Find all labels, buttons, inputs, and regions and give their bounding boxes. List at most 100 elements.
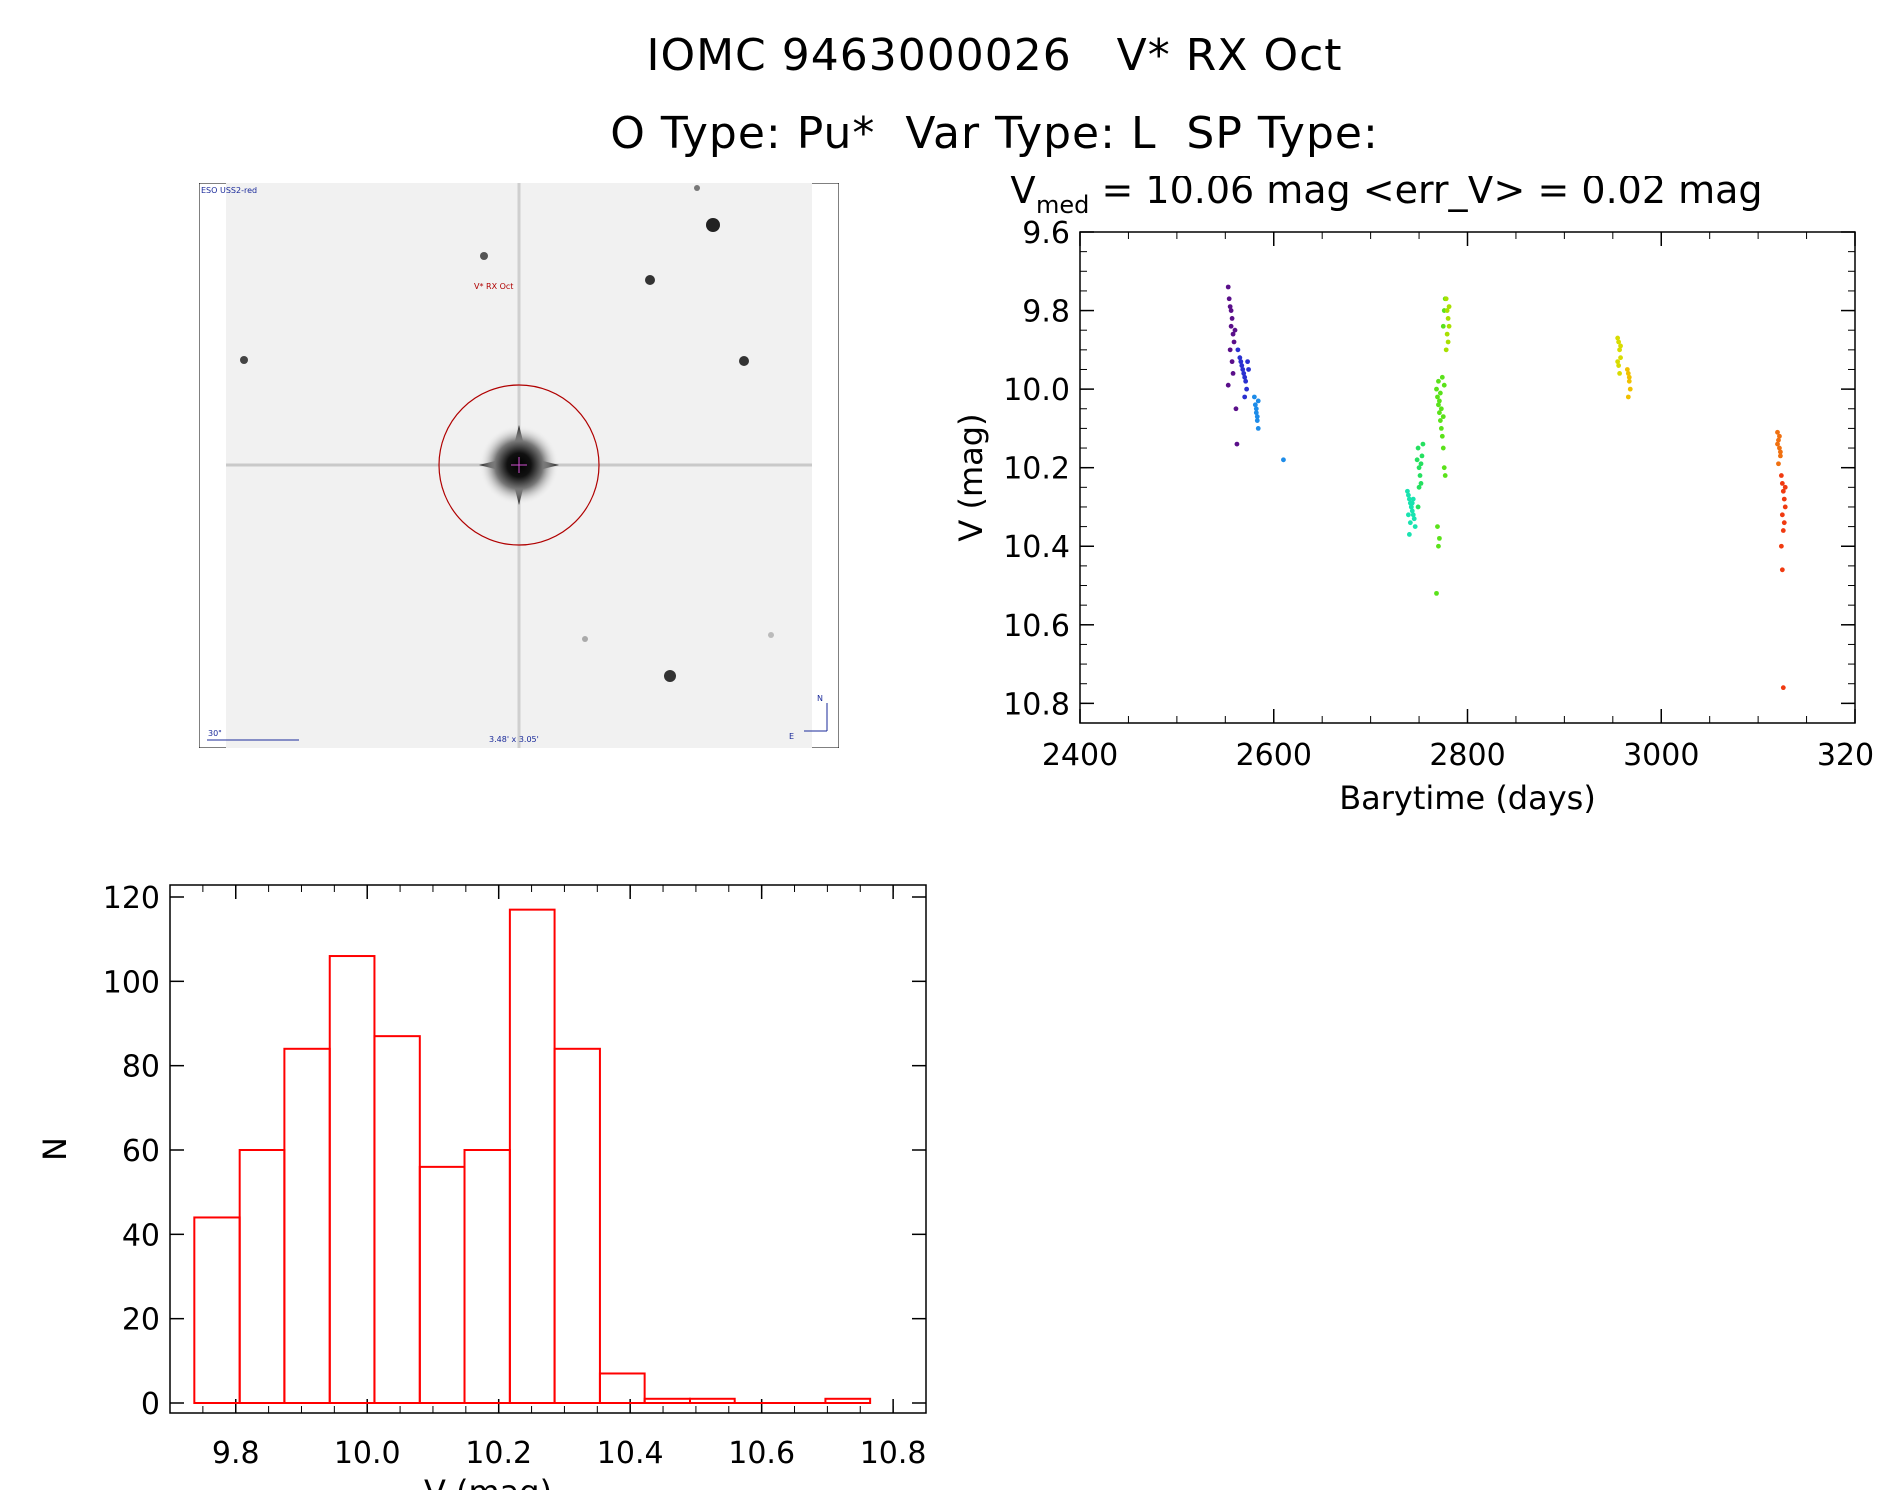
data-point (1241, 371, 1247, 376)
data-point (1775, 429, 1780, 435)
data-point (1437, 535, 1442, 541)
y-tick-label: 20 (122, 1303, 160, 1338)
field-star (645, 275, 655, 285)
data-point (1439, 433, 1445, 439)
data-point (1253, 406, 1259, 412)
data-point (1238, 359, 1244, 365)
data-point (1778, 543, 1784, 549)
data-point (1227, 347, 1233, 353)
data-point (1436, 543, 1441, 549)
data-point (1227, 304, 1233, 310)
light-curve-chart: Vmed = 10.06 mag <err_V> = 0.02 mag 2400… (952, 176, 1875, 817)
chart-title-object: IOMC 9463000026 V* RX Oct (646, 30, 1343, 81)
field-star (739, 356, 749, 366)
data-point (1445, 339, 1451, 345)
data-point (1243, 378, 1249, 384)
data-point (1414, 457, 1420, 463)
histogram-bar (283, 1047, 331, 1405)
data-point (1254, 418, 1260, 423)
data-point (1617, 371, 1622, 376)
y-tick-label: 9.8 (1022, 295, 1070, 330)
data-point (1441, 465, 1447, 471)
y-tick-label: 40 (122, 1218, 160, 1253)
field-star (582, 636, 588, 642)
data-point (1232, 327, 1238, 333)
data-point (1617, 347, 1622, 353)
data-point (1437, 398, 1442, 404)
aperture-circle (438, 384, 600, 546)
data-point (1239, 363, 1245, 368)
data-point (1415, 504, 1421, 510)
light-curve-title: Vmed = 10.06 mag <err_V> = 0.02 mag (1010, 176, 1763, 219)
x-tick-label: 10.6 (728, 1436, 795, 1471)
x-tick-label: 9.8 (212, 1436, 260, 1471)
data-point (1440, 323, 1446, 329)
compass-north-label: N (817, 694, 823, 703)
data-point (1782, 484, 1788, 490)
field-star (664, 670, 676, 682)
survey-label: ESO USS2-red (201, 186, 257, 195)
data-point (1255, 426, 1261, 431)
data-point (1780, 685, 1786, 691)
field-star (768, 632, 774, 638)
data-point (1779, 480, 1785, 486)
histogram-bar (418, 1165, 466, 1404)
data-point (1418, 461, 1424, 467)
data-point (1615, 359, 1621, 365)
field-star (240, 356, 248, 364)
data-point (1229, 316, 1235, 321)
data-point (1777, 433, 1782, 439)
data-point (1626, 374, 1632, 380)
data-point (1440, 445, 1446, 451)
data-point (1625, 371, 1631, 376)
data-point (1440, 414, 1446, 420)
histogram-bar (463, 1149, 511, 1404)
data-point (1776, 461, 1781, 467)
data-point (1237, 355, 1243, 361)
data-point (1230, 371, 1236, 376)
x-tick-label: 2800 (1429, 738, 1505, 773)
data-point (1242, 374, 1248, 380)
data-point (1779, 567, 1785, 573)
data-point (1252, 402, 1258, 408)
data-point (1244, 386, 1250, 392)
data-point (1778, 449, 1783, 455)
data-point (1409, 508, 1415, 514)
data-point (1405, 488, 1410, 494)
light-curve-ylabel: V (mag) (952, 413, 990, 541)
data-point (1445, 316, 1451, 321)
data-point (1781, 496, 1787, 502)
sky-image: ESO USS2-red V* RX Oct 30" 3.48' x 3.05'… (199, 183, 839, 748)
x-tick-label: 3000 (1623, 738, 1699, 773)
data-point (1442, 473, 1448, 478)
data-point (1439, 374, 1445, 380)
data-point (1406, 496, 1412, 502)
data-point (1616, 339, 1622, 345)
data-point (1225, 382, 1231, 388)
data-point (1437, 410, 1442, 416)
data-point (1438, 426, 1444, 431)
y-tick-label: 10.8 (1003, 687, 1070, 722)
light-curve-frame (1079, 231, 1856, 724)
data-point (1410, 512, 1416, 518)
data-point (1406, 492, 1411, 498)
data-point (1242, 394, 1248, 400)
y-tick-label: 10.6 (1003, 609, 1070, 644)
data-point (1245, 359, 1250, 365)
data-point (1777, 445, 1782, 451)
compass-east-label: E (789, 732, 794, 741)
x-tick-label: 2600 (1236, 738, 1312, 773)
data-point (1618, 355, 1623, 361)
histogram-bar (373, 1035, 421, 1404)
data-point (1434, 590, 1439, 596)
data-point (1409, 500, 1415, 506)
data-point (1228, 308, 1234, 313)
histogram-xlabel: V (mag) (424, 1473, 552, 1490)
data-point (1626, 378, 1632, 384)
y-tick-label: 0 (141, 1387, 160, 1422)
data-point (1446, 304, 1452, 310)
data-point (1616, 363, 1622, 368)
field-star (694, 185, 700, 191)
data-point (1407, 520, 1413, 526)
data-point (1416, 465, 1422, 471)
